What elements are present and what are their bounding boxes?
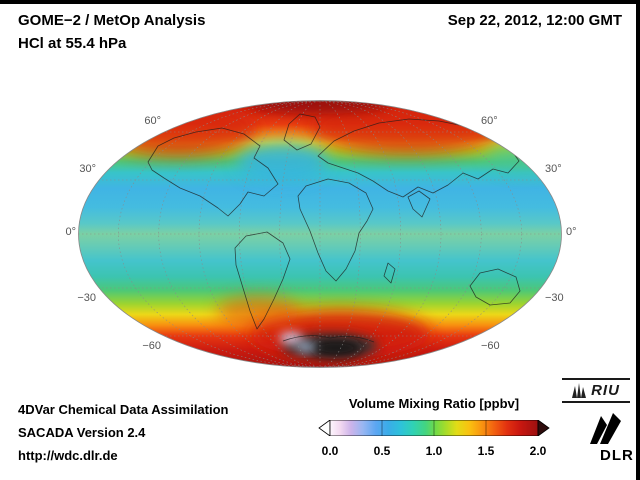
riu-logo-text: RIU <box>591 382 620 399</box>
colorbar <box>318 420 550 436</box>
coast-india <box>407 190 431 218</box>
colorbar-overflow-arrow <box>537 420 550 436</box>
footer-assimilation-text: 4DVar Chemical Data Assimilation <box>18 402 229 417</box>
lat-label-left-30n: 30° <box>79 163 96 175</box>
north-atlantic-cool-dip <box>237 142 329 182</box>
map-field <box>78 100 562 368</box>
coast-south-america <box>234 231 291 330</box>
dlr-emblem-icon <box>590 413 621 444</box>
coast-madagascar <box>383 262 396 284</box>
colorbar-underflow-arrow <box>318 420 331 436</box>
lat-label-left-30s: −30 <box>77 292 96 304</box>
coastlines <box>147 113 521 343</box>
coast-africa <box>297 178 374 282</box>
north-red-blob-west <box>98 100 258 156</box>
lat-label-left-0: 0° <box>65 226 76 238</box>
coast-australia <box>469 268 521 306</box>
vortex-light-patch <box>279 332 303 344</box>
riu-logo: RIU <box>562 378 630 403</box>
polar-vortex-core <box>310 340 362 356</box>
coast-greenland <box>283 113 321 151</box>
lat-label-right-60s: −60 <box>481 340 500 352</box>
coast-antarctica <box>282 335 375 343</box>
world-map <box>78 100 562 368</box>
lat-label-right-0: 0° <box>566 226 577 238</box>
south-orange-blob <box>216 296 300 328</box>
colorbar-tick-4: 2.0 <box>529 444 547 458</box>
coast-north-america <box>147 127 279 217</box>
lat-label-right-30s: −30 <box>545 292 564 304</box>
footer-url-text: http://wdc.dlr.de <box>18 448 118 463</box>
lat-label-left-60n: 60° <box>144 115 161 127</box>
colorbar-tick-3: 1.5 <box>477 444 495 458</box>
vortex-blue-patch <box>296 342 316 352</box>
north-pole-dark-band <box>250 100 390 114</box>
footer-version-text: SACADA Version 2.4 <box>18 425 146 440</box>
page-subtitle: HCl at 55.4 hPa <box>18 35 127 52</box>
dlr-logo-text: DLR <box>600 447 634 464</box>
map-outline <box>78 100 562 368</box>
colorbar-tick-0: 0.0 <box>321 444 339 458</box>
coast-eurasia <box>317 118 520 198</box>
riu-spikes-icon <box>572 382 587 398</box>
lat-label-left-60s: −60 <box>142 340 161 352</box>
timestamp: Sep 22, 2012, 12:00 GMT <box>447 12 622 29</box>
colorbar-tick-2: 1.0 <box>425 444 443 458</box>
lat-label-right-30n: 30° <box>545 163 562 175</box>
colorbar-ticks <box>381 420 487 436</box>
lat-label-right-60n: 60° <box>481 115 498 127</box>
page-title: GOME−2 / MetOp Analysis <box>18 12 206 29</box>
colorbar-title: Volume Mixing Ratio [ppbv] <box>348 396 520 411</box>
colorbar-tick-1: 0.5 <box>373 444 391 458</box>
